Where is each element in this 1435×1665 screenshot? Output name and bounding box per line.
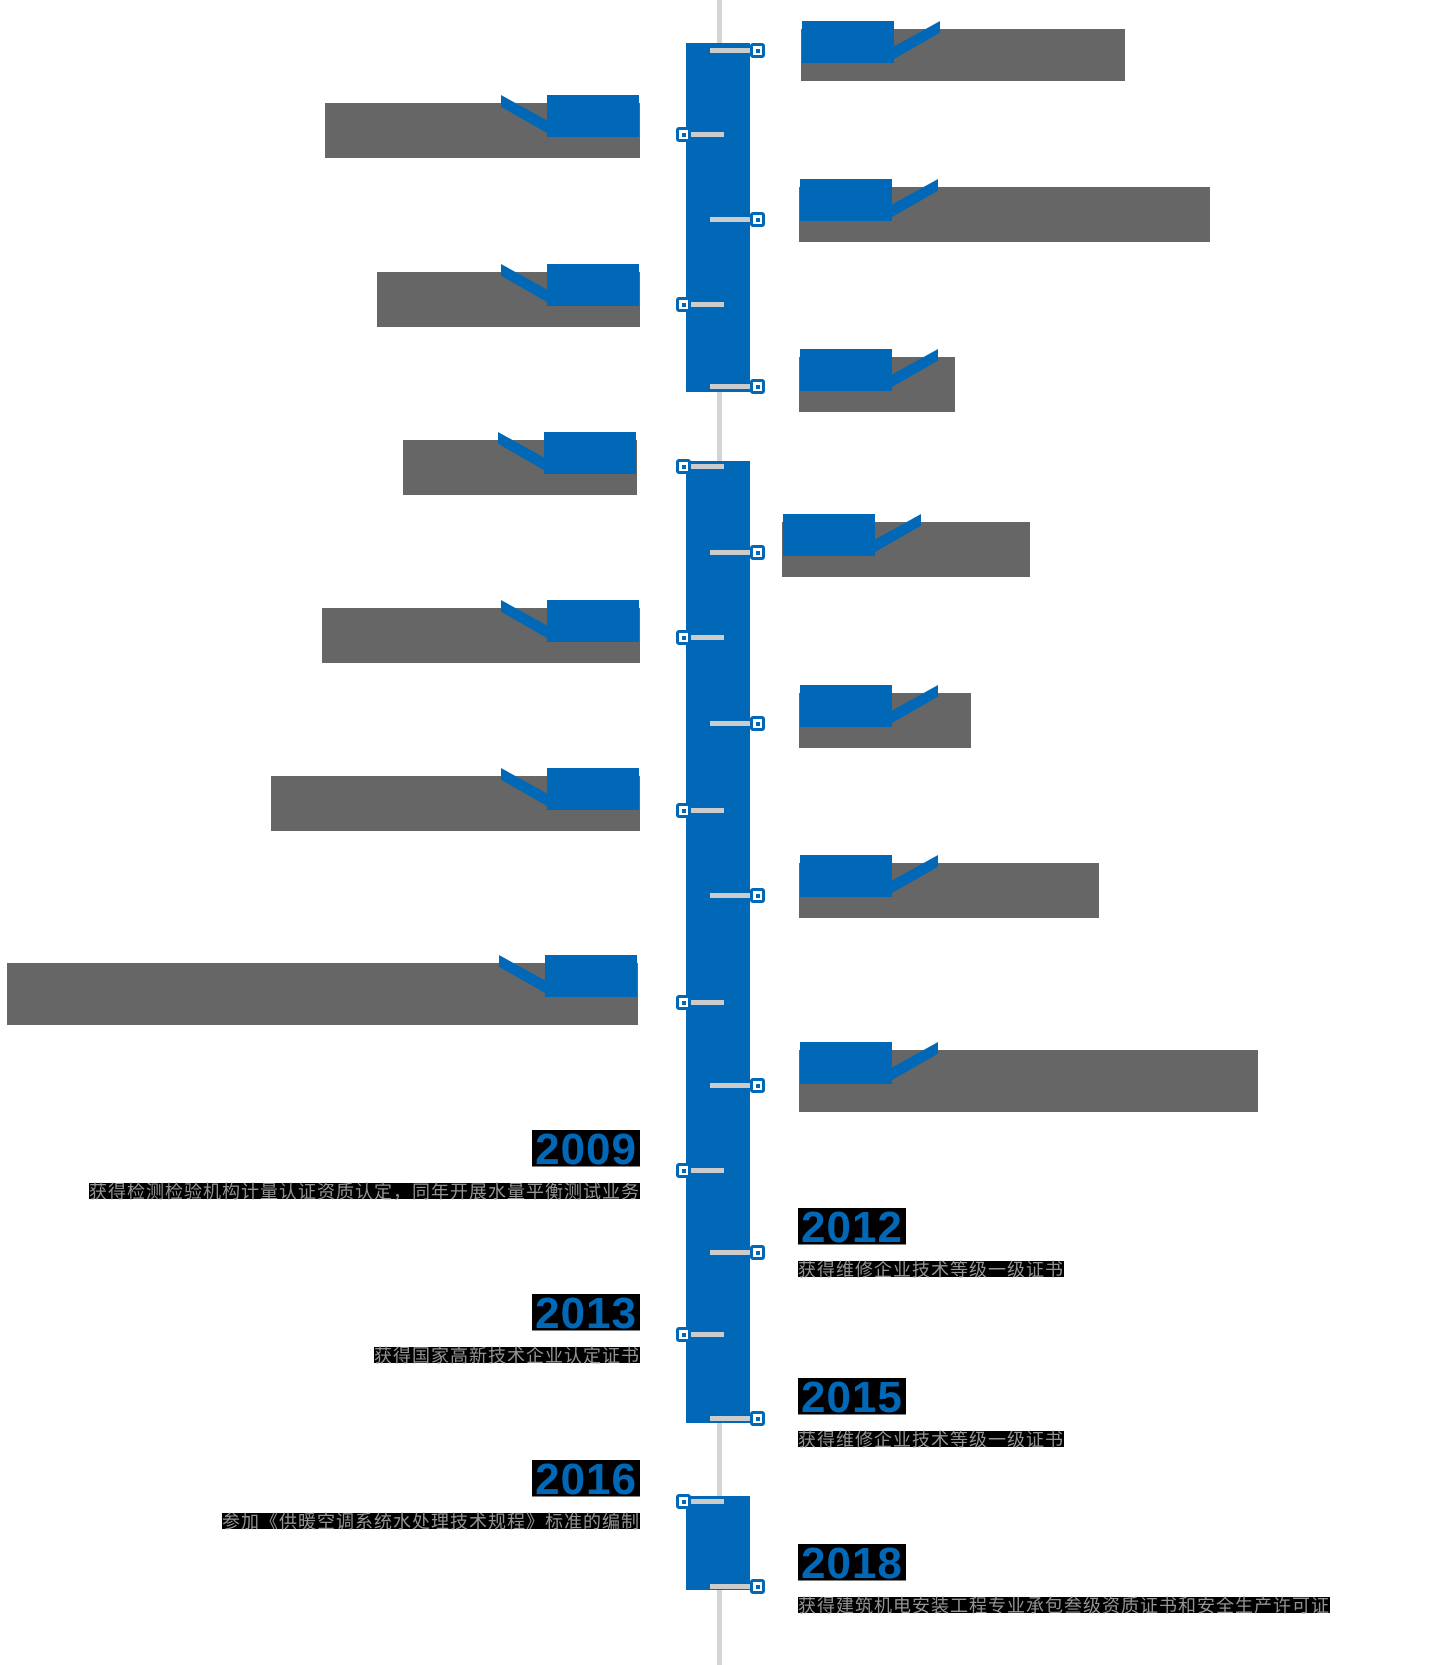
year-peek-block [800, 1042, 892, 1084]
year-peek-wedge-icon [874, 514, 921, 553]
milestone-2013: 2013 获得国家高新技术企业认定证书 [374, 1292, 640, 1368]
tick-line [680, 1000, 724, 1005]
tick-line [680, 464, 724, 469]
tick-line [710, 721, 754, 726]
timeline-marker [750, 1411, 765, 1426]
milestone-description: 获得建筑机电安装工程专业承包叁级资质证书和安全生产许可证 [798, 1595, 1330, 1618]
year-peek-shape [800, 349, 938, 391]
year-peek-wedge-icon [498, 432, 545, 471]
year-peek-block [544, 432, 636, 474]
year-peek-wedge-icon [893, 21, 940, 60]
year-peek-wedge-icon [891, 685, 938, 724]
milestone-year: 2015 [798, 1376, 906, 1420]
year-peek-shape [800, 855, 938, 897]
milestone-2009: 2009 获得检测检验机构计量认证资质认定，同年开展水量平衡测试业务 [89, 1128, 640, 1204]
year-peek-block [783, 514, 875, 556]
year-peek-shape [800, 685, 938, 727]
year-peek-shape [501, 95, 639, 137]
year-peek-wedge-icon [501, 600, 548, 639]
placeholder-bar [7, 963, 638, 1025]
timeline-marker [750, 1078, 765, 1093]
milestone-2016: 2016 参加《供暖空调系统水处理技术规程》标准的编制 [222, 1458, 640, 1534]
year-peek-block [547, 264, 639, 306]
year-peek-shape [501, 264, 639, 306]
year-peek-shape [501, 768, 639, 810]
timeline-marker [676, 127, 691, 142]
tick-line [680, 302, 724, 307]
timeline-marker [676, 297, 691, 312]
tick-line [710, 48, 754, 53]
milestone-description: 获得检测检验机构计量认证资质认定，同年开展水量平衡测试业务 [89, 1181, 640, 1204]
tick-line [680, 635, 724, 640]
year-peek-block [802, 21, 894, 63]
milestone-2015: 2015 获得维修企业技术等级一级证书 [798, 1376, 1064, 1452]
timeline-marker [750, 1579, 765, 1594]
timeline-marker [676, 459, 691, 474]
year-peek-block [800, 855, 892, 897]
tick-line [680, 808, 724, 813]
year-peek-block [800, 349, 892, 391]
year-peek-wedge-icon [891, 1042, 938, 1081]
tick-line [710, 1083, 754, 1088]
year-peek-shape [800, 1042, 938, 1084]
year-peek-block [547, 95, 639, 137]
tick-line [710, 1250, 754, 1255]
tick-line [710, 893, 754, 898]
timeline-marker [676, 1494, 691, 1509]
timeline-marker [750, 212, 765, 227]
year-peek-block [547, 600, 639, 642]
milestone-description: 获得维修企业技术等级一级证书 [798, 1429, 1064, 1452]
year-peek-shape [498, 432, 636, 474]
milestone-description: 参加《供暖空调系统水处理技术规程》标准的编制 [222, 1511, 640, 1534]
year-peek-wedge-icon [891, 855, 938, 894]
timeline-marker [750, 716, 765, 731]
milestone-description: 获得维修企业技术等级一级证书 [798, 1259, 1064, 1282]
year-peek-shape [499, 955, 637, 997]
milestone-2018: 2018 获得建筑机电安装工程专业承包叁级资质证书和安全生产许可证 [798, 1542, 1330, 1618]
tick-line [710, 1584, 754, 1589]
tick-line [680, 132, 724, 137]
timeline-marker [676, 995, 691, 1010]
milestone-year: 2016 [532, 1458, 640, 1502]
timeline-marker [676, 803, 691, 818]
timeline-marker [750, 1245, 765, 1260]
milestone-year: 2012 [798, 1206, 906, 1250]
year-peek-shape [501, 600, 639, 642]
tick-line [680, 1168, 724, 1173]
year-peek-block [547, 768, 639, 810]
year-peek-block [800, 685, 892, 727]
tick-line [680, 1499, 724, 1504]
timeline-marker [750, 379, 765, 394]
timeline-bar-segment [686, 461, 750, 1423]
timeline-marker [676, 1327, 691, 1342]
year-peek-shape [800, 179, 938, 221]
milestone-year: 2018 [798, 1542, 906, 1586]
timeline-marker [750, 888, 765, 903]
tick-line [710, 217, 754, 222]
tick-line [680, 1332, 724, 1337]
year-peek-wedge-icon [891, 179, 938, 218]
timeline-marker [750, 545, 765, 560]
tick-line [710, 1416, 754, 1421]
timeline-bar-segment [686, 1496, 750, 1590]
timeline-marker [676, 1163, 691, 1178]
milestone-2012: 2012 获得维修企业技术等级一级证书 [798, 1206, 1064, 1282]
timeline-marker [750, 43, 765, 58]
year-peek-wedge-icon [891, 349, 938, 388]
tick-line [710, 550, 754, 555]
milestone-description: 获得国家高新技术企业认定证书 [374, 1345, 640, 1368]
milestone-year: 2013 [532, 1292, 640, 1336]
year-peek-shape [802, 21, 940, 63]
year-peek-wedge-icon [501, 768, 548, 807]
milestone-year: 2009 [532, 1128, 640, 1172]
timeline-marker [676, 630, 691, 645]
year-peek-block [545, 955, 637, 997]
year-peek-block [800, 179, 892, 221]
year-peek-shape [783, 514, 921, 556]
year-peek-wedge-icon [501, 95, 548, 134]
tick-line [710, 384, 754, 389]
year-peek-wedge-icon [501, 264, 548, 303]
year-peek-wedge-icon [499, 955, 546, 994]
